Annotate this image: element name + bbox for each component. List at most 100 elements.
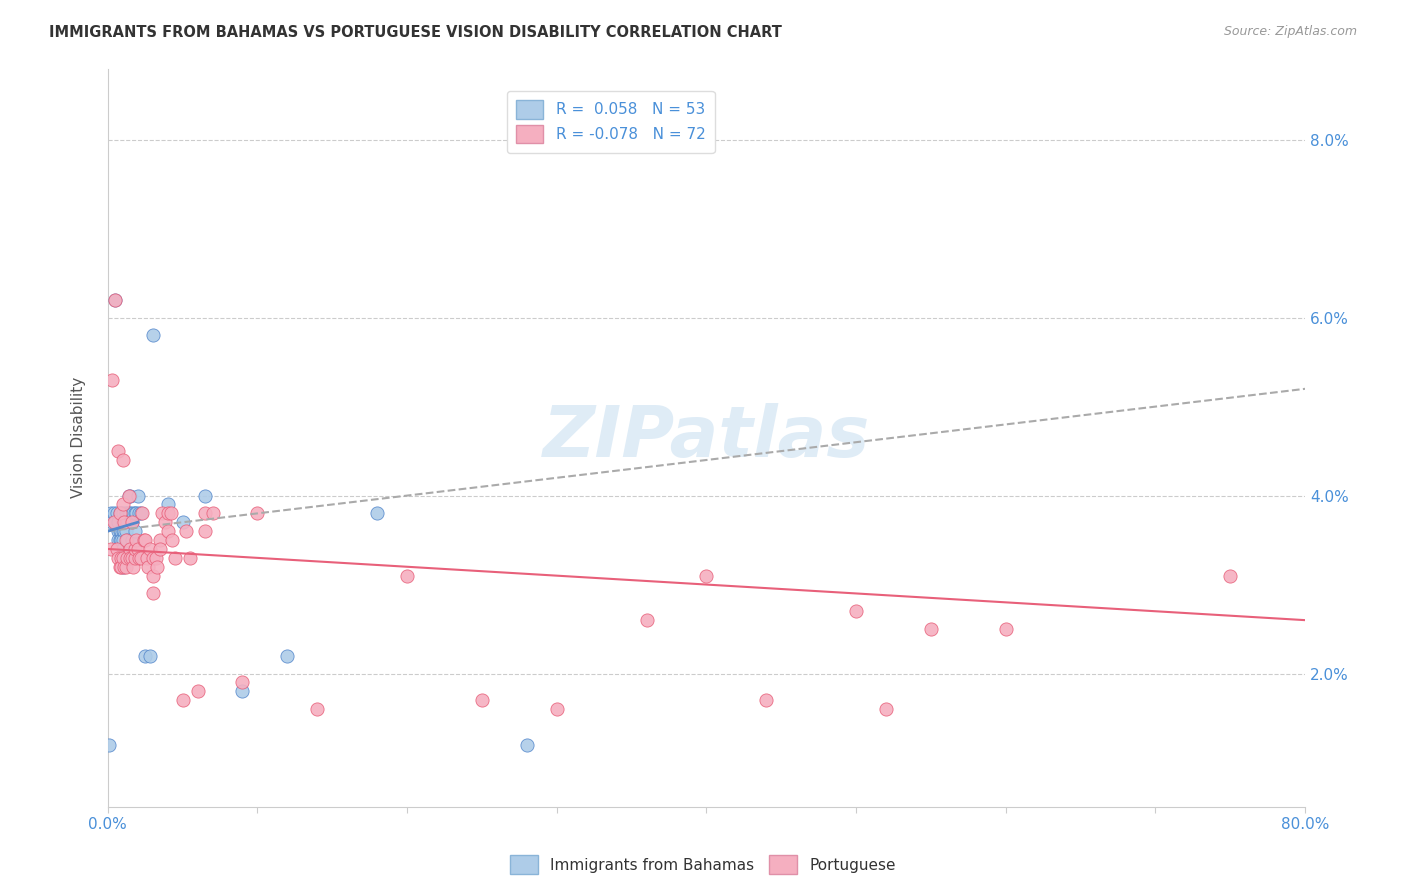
Point xyxy=(920,622,942,636)
Point xyxy=(101,516,124,530)
Point xyxy=(128,550,150,565)
Point xyxy=(101,373,124,387)
Point xyxy=(845,604,868,618)
Point xyxy=(111,550,134,565)
Point xyxy=(125,507,148,521)
Point xyxy=(110,559,132,574)
Point xyxy=(115,507,138,521)
Point xyxy=(111,550,134,565)
Point xyxy=(695,568,717,582)
Point xyxy=(110,550,132,565)
Point xyxy=(115,533,138,547)
Point xyxy=(105,507,128,521)
Point xyxy=(114,559,136,574)
Point xyxy=(114,524,136,538)
Point xyxy=(136,559,159,574)
Point xyxy=(150,507,173,521)
Point xyxy=(156,507,179,521)
Point xyxy=(129,550,152,565)
Point xyxy=(145,550,167,565)
Point xyxy=(103,507,125,521)
Point xyxy=(142,550,165,565)
Point xyxy=(98,738,121,752)
Point xyxy=(127,489,149,503)
Point xyxy=(107,550,129,565)
Point xyxy=(366,507,388,521)
Point xyxy=(129,507,152,521)
Point xyxy=(231,684,253,698)
Point xyxy=(114,533,136,547)
Point xyxy=(104,293,127,307)
Point xyxy=(120,550,142,565)
Point xyxy=(125,533,148,547)
Point xyxy=(110,524,132,538)
Point xyxy=(112,524,135,538)
Point xyxy=(159,507,181,521)
Point xyxy=(276,648,298,663)
Point xyxy=(142,328,165,343)
Point xyxy=(134,648,156,663)
Point xyxy=(120,507,142,521)
Point xyxy=(121,550,143,565)
Point xyxy=(156,498,179,512)
Point xyxy=(516,738,538,752)
Point xyxy=(755,693,778,707)
Point xyxy=(114,516,136,530)
Point xyxy=(160,533,183,547)
Point xyxy=(111,533,134,547)
Point xyxy=(114,507,136,521)
Y-axis label: Vision Disability: Vision Disability xyxy=(72,377,86,499)
Point xyxy=(111,498,134,512)
Point xyxy=(107,524,129,538)
Point xyxy=(174,524,197,538)
Text: Source: ZipAtlas.com: Source: ZipAtlas.com xyxy=(1223,25,1357,38)
Point xyxy=(108,524,131,538)
Point xyxy=(142,586,165,600)
Point xyxy=(111,541,134,556)
Point xyxy=(149,541,172,556)
Point xyxy=(111,453,134,467)
Point xyxy=(104,293,127,307)
Point xyxy=(111,524,134,538)
Point xyxy=(108,507,131,521)
Point xyxy=(135,550,157,565)
Point xyxy=(396,568,419,582)
Point xyxy=(103,516,125,530)
Point xyxy=(110,533,132,547)
Point xyxy=(122,507,145,521)
Text: ZIPatlas: ZIPatlas xyxy=(543,403,870,472)
Point xyxy=(112,516,135,530)
Point xyxy=(156,524,179,538)
Point xyxy=(100,541,122,556)
Text: IMMIGRANTS FROM BAHAMAS VS PORTUGUESE VISION DISABILITY CORRELATION CHART: IMMIGRANTS FROM BAHAMAS VS PORTUGUESE VI… xyxy=(49,25,782,40)
Point xyxy=(118,489,141,503)
Point xyxy=(120,489,142,503)
Point xyxy=(194,507,217,521)
Point xyxy=(138,648,160,663)
Point xyxy=(105,541,128,556)
Point xyxy=(131,507,153,521)
Point xyxy=(107,533,129,547)
Point xyxy=(111,559,134,574)
Point xyxy=(115,550,138,565)
Point xyxy=(231,675,253,690)
Point xyxy=(124,524,146,538)
Point xyxy=(201,507,224,521)
Point xyxy=(172,516,194,530)
Point xyxy=(124,550,146,565)
Point xyxy=(142,568,165,582)
Point xyxy=(307,702,329,716)
Point xyxy=(165,550,187,565)
Point xyxy=(107,516,129,530)
Point xyxy=(636,613,658,627)
Legend: R =  0.058   N = 53, R = -0.078   N = 72: R = 0.058 N = 53, R = -0.078 N = 72 xyxy=(506,91,714,153)
Point xyxy=(104,516,127,530)
Point xyxy=(124,507,146,521)
Point xyxy=(994,622,1017,636)
Point xyxy=(108,559,131,574)
Point xyxy=(100,507,122,521)
Point xyxy=(149,533,172,547)
Point xyxy=(132,533,155,547)
Point xyxy=(121,516,143,530)
Point xyxy=(111,507,134,521)
